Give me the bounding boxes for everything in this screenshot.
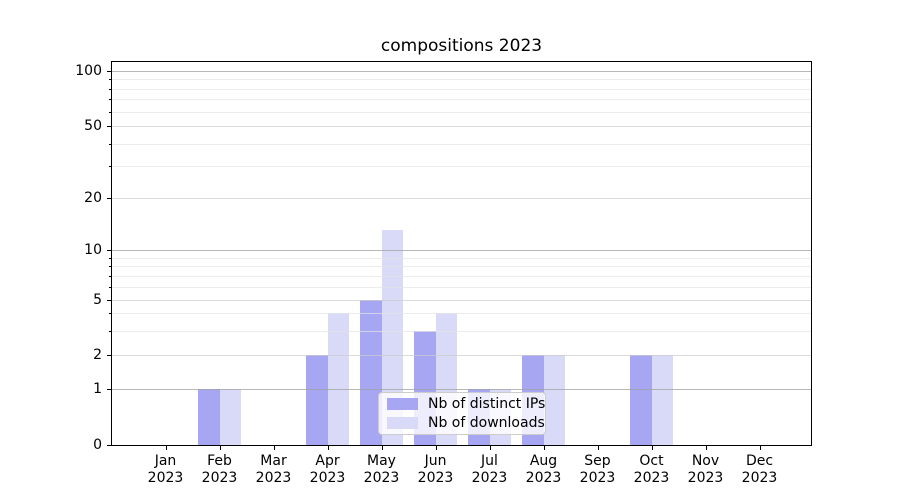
y-tick-mark	[107, 355, 112, 357]
x-tick-mark	[219, 445, 221, 450]
gridline-y-60	[112, 111, 811, 113]
y-minor-tick-mark	[109, 257, 112, 259]
gridline-y-10	[112, 250, 811, 251]
y-tick-label: 5	[93, 292, 102, 308]
bar-downloads-feb	[219, 388, 241, 445]
y-minor-tick-mark	[109, 275, 112, 277]
x-tick-mark	[705, 445, 707, 450]
y-minor-tick-mark	[109, 286, 112, 288]
y-minor-tick-mark	[109, 99, 112, 101]
gridline-y-6	[112, 286, 811, 288]
y-tick-mark	[107, 198, 112, 200]
gridline-y-5	[112, 300, 811, 301]
bar-distinct-ips-may	[360, 300, 382, 445]
x-tick-label-dec: Dec 2023	[741, 453, 778, 486]
legend-swatch-downloads	[387, 417, 418, 429]
bar-distinct-ips-oct	[630, 355, 652, 445]
x-tick-label-mar: Mar 2023	[255, 453, 292, 486]
y-minor-tick-mark	[109, 313, 112, 315]
y-tick-label: 0	[93, 437, 102, 453]
gridline-y-7	[112, 275, 811, 277]
y-minor-tick-mark	[109, 111, 112, 113]
x-tick-mark	[273, 445, 275, 450]
x-tick-label-aug: Aug 2023	[525, 453, 562, 486]
bar-downloads-oct	[651, 355, 673, 445]
y-tick-label: 20	[84, 190, 102, 207]
y-minor-tick-mark	[109, 79, 112, 81]
y-minor-tick-mark	[109, 266, 112, 268]
legend: Nb of distinct IPs Nb of downloads	[378, 392, 546, 435]
x-tick-mark	[381, 445, 383, 450]
y-tick-mark	[107, 388, 112, 390]
gridline-y-30	[112, 166, 811, 168]
x-tick-label-jun: Jun 2023	[417, 453, 454, 486]
x-tick-label-oct: Oct 2023	[633, 453, 670, 486]
chart-title: compositions 2023	[380, 36, 543, 56]
legend-label-downloads: Nb of downloads	[428, 415, 545, 431]
y-tick-label: 100	[75, 63, 102, 79]
x-tick-mark	[435, 445, 437, 450]
x-tick-label-jul: Jul 2023	[471, 453, 508, 486]
gridline-y-50	[112, 126, 811, 127]
x-tick-label-jan: Jan 2023	[147, 453, 184, 486]
y-tick-mark	[107, 300, 112, 301]
legend-item-distinct-ips: Nb of distinct IPs	[379, 396, 546, 412]
gridline-y-100	[112, 71, 811, 72]
y-minor-tick-mark	[109, 330, 112, 332]
gridline-y-8	[112, 266, 811, 268]
x-tick-label-nov: Nov 2023	[687, 453, 724, 486]
y-tick-mark	[107, 445, 112, 446]
bar-downloads-apr	[327, 313, 349, 445]
x-tick-label-sep: Sep 2023	[579, 453, 616, 486]
y-tick-mark	[107, 250, 112, 251]
y-minor-tick-mark	[109, 143, 112, 145]
y-tick-label: 50	[84, 118, 102, 134]
x-tick-mark	[543, 445, 545, 450]
gridline-y-70	[112, 99, 811, 101]
x-tick-mark	[165, 445, 167, 450]
x-tick-label-may: May 2023	[363, 453, 400, 486]
legend-swatch-distinct-ips	[387, 398, 418, 410]
y-tick-label: 1	[93, 380, 102, 397]
y-tick-mark	[107, 71, 112, 72]
bar-downloads-aug	[543, 355, 565, 445]
gridline-y-2	[112, 355, 811, 357]
bar-distinct-ips-apr	[306, 355, 328, 445]
gridline-y-1	[112, 388, 811, 390]
x-tick-mark	[327, 445, 329, 450]
legend-item-downloads: Nb of downloads	[379, 415, 545, 431]
y-tick-mark	[107, 126, 112, 127]
y-minor-tick-mark	[109, 166, 112, 168]
x-tick-mark	[759, 445, 761, 450]
gridline-y-40	[112, 143, 811, 145]
gridline-y-20	[112, 198, 811, 200]
y-tick-label: 10	[84, 242, 102, 258]
gridline-y-4	[112, 313, 811, 315]
bar-downloads-may	[381, 230, 403, 445]
y-tick-label: 2	[93, 347, 102, 364]
legend-label-distinct-ips: Nb of distinct IPs	[428, 396, 546, 412]
x-tick-mark	[489, 445, 491, 450]
x-tick-label-feb: Feb 2023	[201, 453, 238, 486]
x-tick-label-apr: Apr 2023	[309, 453, 346, 486]
y-minor-tick-mark	[109, 88, 112, 90]
x-tick-mark	[597, 445, 599, 450]
bar-distinct-ips-feb	[198, 388, 220, 445]
gridline-y-80	[112, 88, 811, 90]
gridline-y-9	[112, 257, 811, 259]
gridline-y-3	[112, 330, 811, 332]
x-tick-mark	[651, 445, 653, 450]
gridline-y-90	[112, 79, 811, 81]
